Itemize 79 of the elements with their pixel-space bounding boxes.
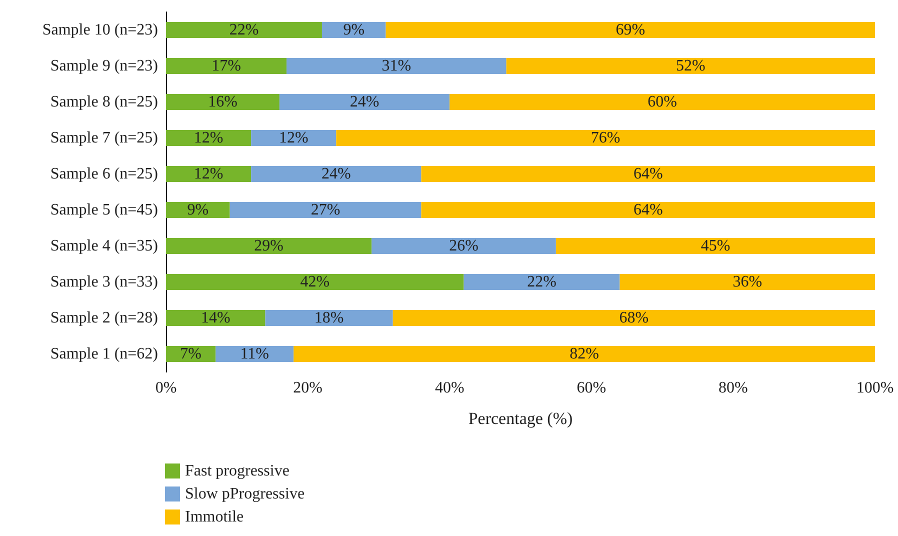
bar	[556, 238, 875, 254]
bar	[166, 202, 230, 218]
x-tick-label: 40%	[434, 380, 464, 396]
data-label: 24%	[350, 94, 380, 110]
bar	[386, 22, 875, 38]
data-label: 9%	[187, 202, 209, 218]
x-tick-label: 80%	[718, 380, 748, 396]
data-label: 68%	[619, 310, 649, 326]
data-label: 12%	[278, 130, 308, 146]
x-tick-label: 0%	[155, 380, 177, 396]
bar	[166, 58, 287, 74]
bar	[166, 94, 280, 110]
data-label: 11%	[240, 346, 269, 362]
data-label: 31%	[382, 58, 412, 74]
data-label: 16%	[208, 94, 238, 110]
bar	[620, 274, 875, 290]
bar	[286, 58, 506, 74]
data-label: 64%	[633, 166, 663, 182]
data-label: 69%	[616, 22, 646, 38]
data-label: 82%	[570, 346, 599, 362]
bar	[251, 130, 336, 146]
bar	[166, 130, 252, 146]
bar	[294, 346, 875, 362]
y-tick-label: Sample 8 (n=25)	[50, 94, 158, 110]
bar	[464, 274, 620, 290]
bar	[336, 130, 875, 146]
data-label: 76%	[590, 130, 620, 146]
data-label: 29%	[254, 238, 284, 254]
y-tick-label: Sample 7 (n=25)	[50, 130, 158, 146]
data-label: 18%	[314, 310, 344, 326]
bar	[216, 346, 294, 362]
bar	[506, 58, 875, 74]
data-label: 24%	[321, 166, 351, 182]
bar	[166, 238, 372, 254]
x-axis-title: Percentage (%)	[468, 409, 573, 428]
data-label: 64%	[633, 202, 663, 218]
bar	[322, 22, 386, 38]
y-tick-label: Sample 6 (n=25)	[50, 166, 158, 182]
bar	[372, 238, 556, 254]
x-tick-label: 20%	[293, 380, 322, 396]
data-label: 27%	[310, 202, 340, 218]
y-tick-label: Sample 1 (n=62)	[50, 346, 158, 362]
bar	[265, 310, 393, 326]
y-tick-label: Sample 4 (n=35)	[50, 238, 158, 254]
bar	[166, 166, 252, 182]
legend-label: Fast progressive	[185, 462, 290, 480]
x-tick-label: 100%	[856, 380, 894, 396]
data-label: 12%	[194, 130, 224, 146]
data-label: 45%	[700, 238, 730, 254]
data-label: 22%	[229, 22, 259, 38]
data-label: 42%	[300, 274, 330, 290]
y-tick-label: Sample 3 (n=33)	[50, 274, 158, 290]
y-tick-label: Sample 9 (n=23)	[50, 58, 158, 74]
bar	[421, 202, 875, 218]
y-tick-label: Sample 2 (n=28)	[50, 310, 158, 326]
data-label: 17%	[212, 58, 241, 74]
bar	[166, 274, 464, 290]
data-label: 36%	[732, 274, 762, 290]
data-label: 52%	[676, 58, 706, 74]
y-tick-label: Sample 5 (n=45)	[50, 202, 158, 218]
legend-label: Immotile	[185, 508, 244, 526]
legend-label: Slow pProgressive	[185, 486, 305, 502]
bar	[421, 166, 875, 182]
bar	[251, 166, 422, 182]
bar	[450, 94, 875, 110]
bar	[392, 310, 875, 326]
y-tick-label: Sample 10 (n=23)	[42, 22, 158, 38]
bar	[166, 310, 266, 326]
data-label: 9%	[343, 22, 365, 38]
data-label: 60%	[648, 94, 677, 110]
bar	[279, 94, 450, 110]
data-label: 14%	[200, 310, 230, 326]
data-label: 7%	[180, 346, 202, 362]
x-tick-label: 60%	[576, 380, 606, 396]
bar	[166, 22, 322, 38]
data-label: 22%	[527, 274, 556, 290]
data-label: 26%	[449, 238, 478, 254]
data-label: 12%	[194, 166, 224, 182]
bar	[230, 202, 422, 218]
